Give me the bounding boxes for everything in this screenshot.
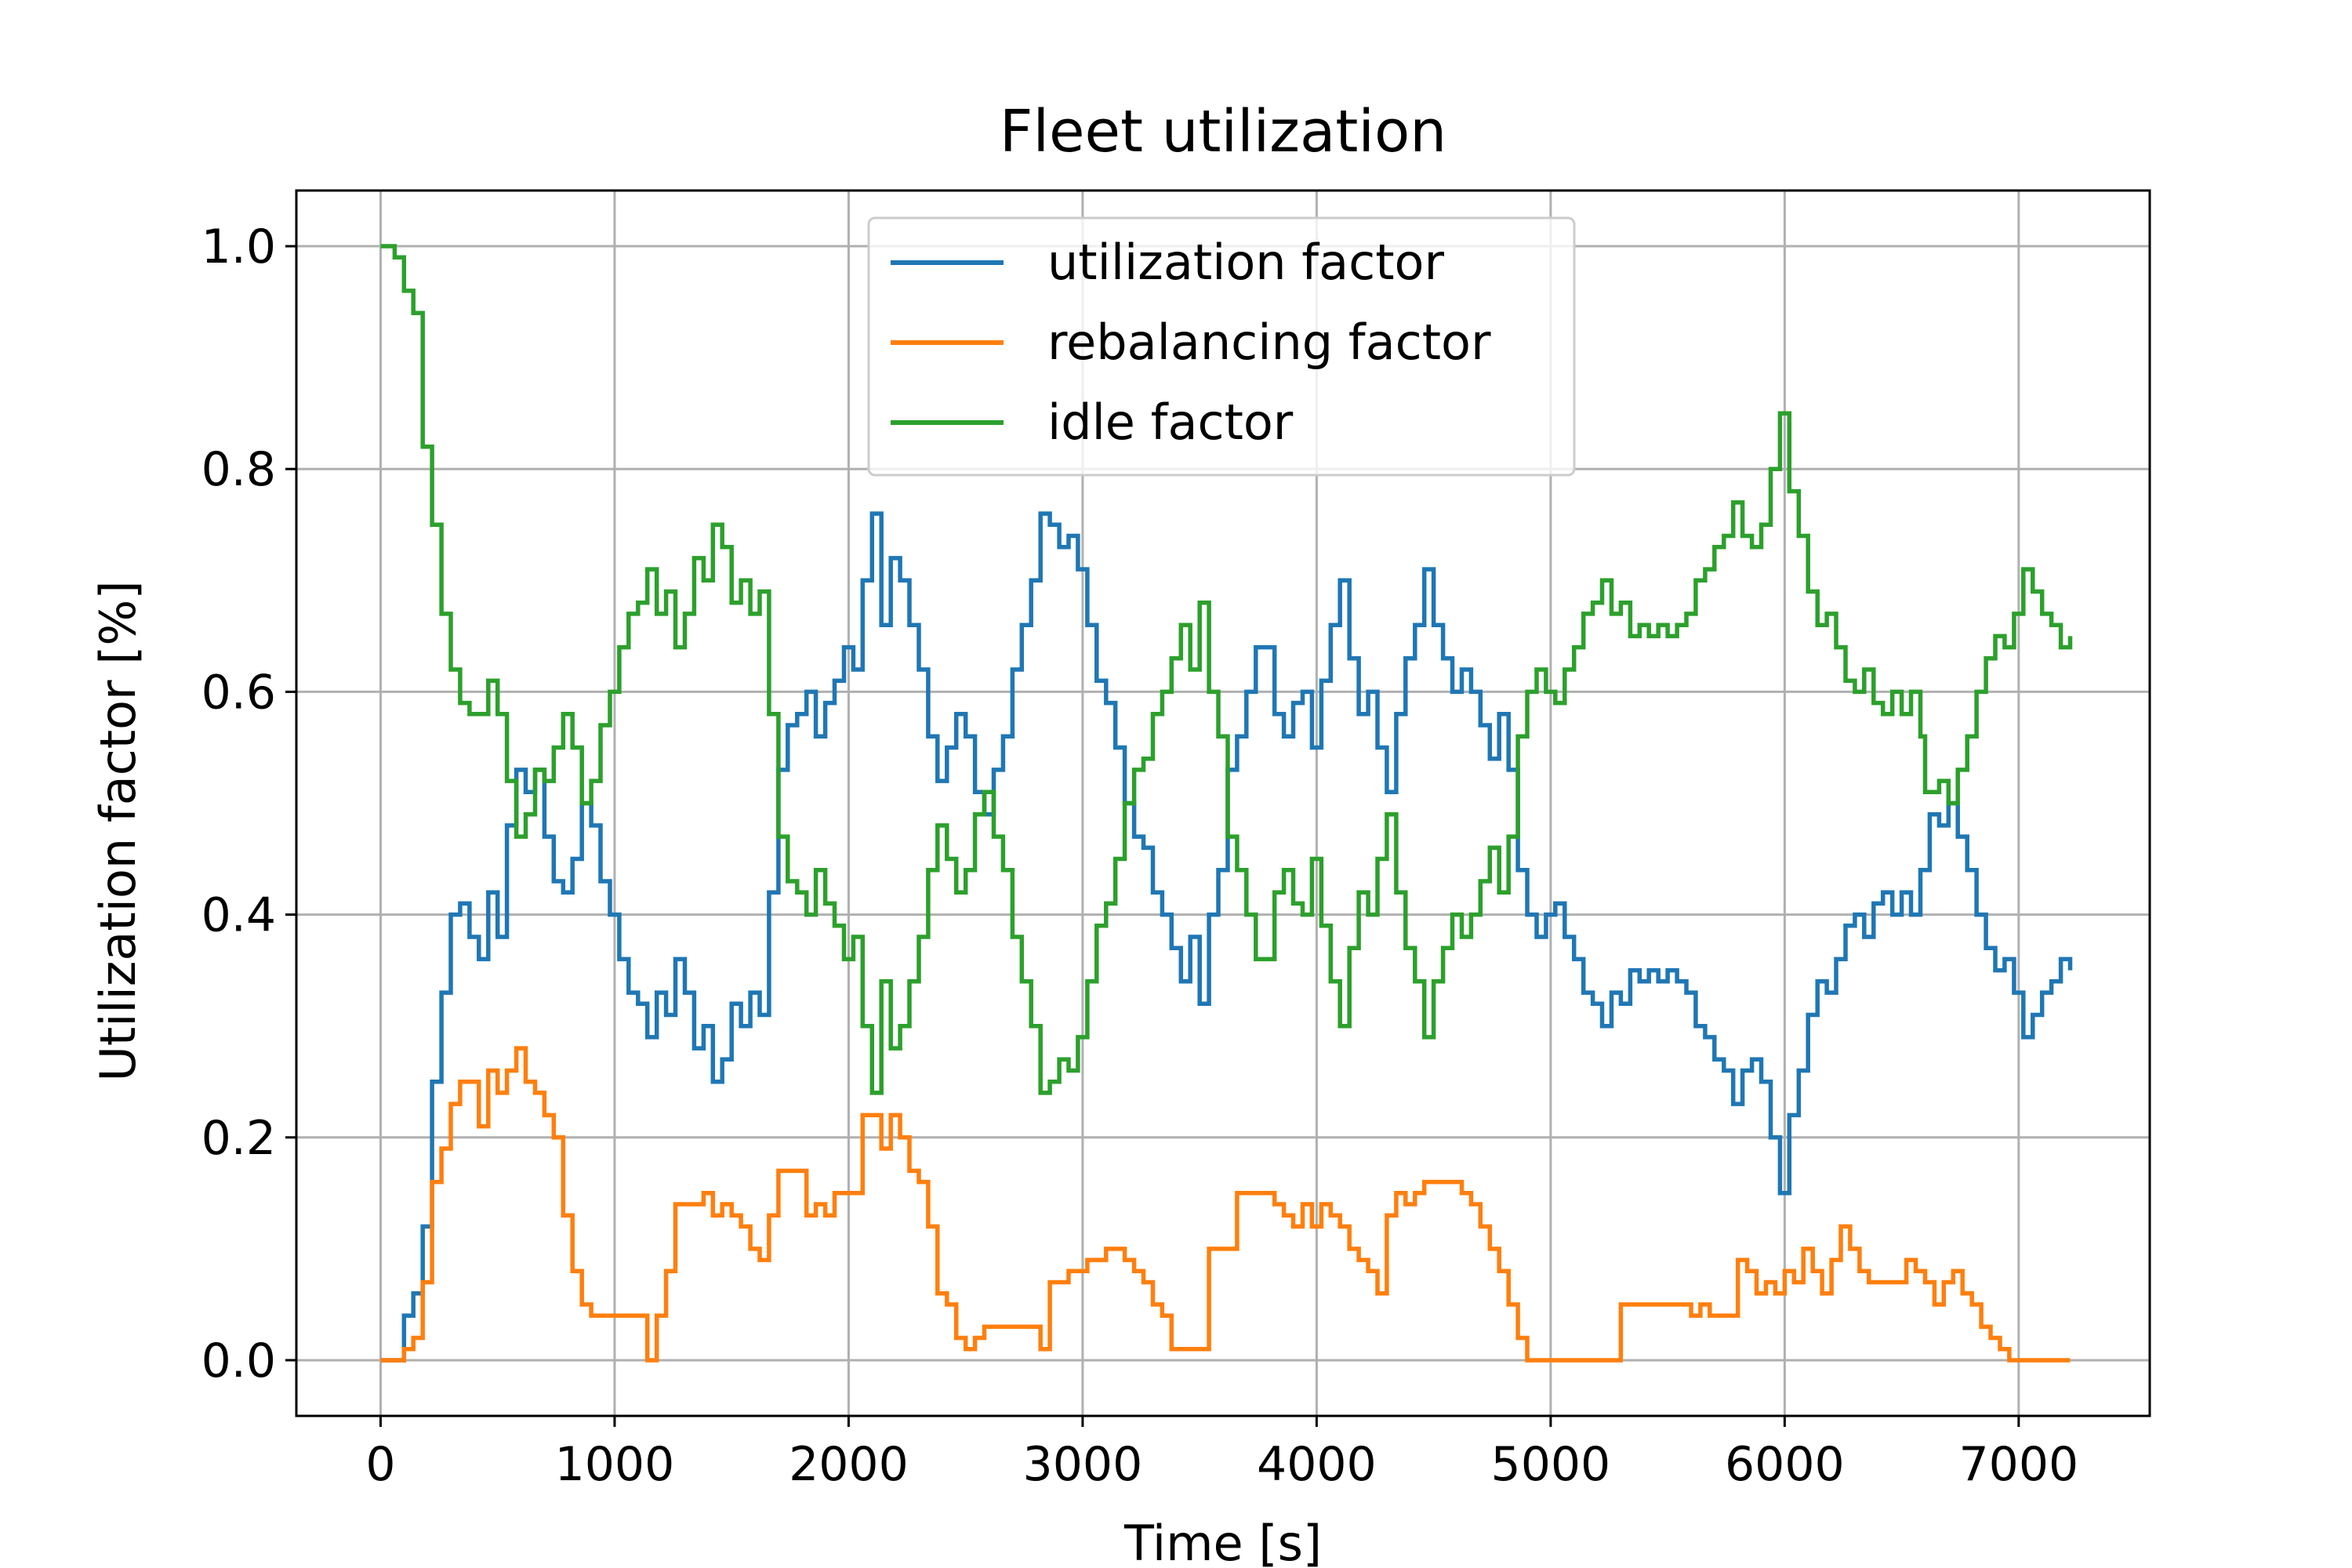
legend: utilization factor rebalancing factor id…: [867, 216, 1576, 477]
x-tick-label: 3000: [1023, 1437, 1143, 1492]
legend-box: [867, 216, 1576, 477]
x-axis-label: Time [s]: [1123, 1515, 1322, 1568]
legend-label-idle: idle factor: [1047, 394, 1294, 451]
plot-frame: [295, 189, 2151, 1417]
series-layer: [380, 244, 2073, 1363]
y-tick-label: 0.0: [201, 1334, 276, 1388]
y-tick-label: 0.6: [201, 665, 276, 720]
legend-label-rebalancing: rebalancing factor: [1047, 314, 1491, 371]
chart-title: Fleet utilization: [1000, 98, 1446, 165]
legend-label-utilization: utilization factor: [1047, 234, 1444, 291]
y-tick-label: 0.8: [201, 442, 276, 497]
x-tick-label: 2000: [789, 1437, 909, 1492]
series-line-rebalancing: [380, 1046, 2071, 1363]
y-tick-label: 1.0: [201, 220, 276, 274]
series-line-idle: [380, 244, 2073, 1095]
ticks: 0 1000 2000 3000 4000 5000 6000 7000 0.0 0.2 0.4 0.…: [201, 220, 2079, 1492]
x-tick-label: 4000: [1257, 1437, 1377, 1492]
x-tick-label: 7000: [1958, 1437, 2078, 1492]
x-tick-label: 6000: [1725, 1437, 1845, 1492]
x-tick-label: 1000: [555, 1437, 675, 1492]
y-tick-label: 0.2: [201, 1111, 276, 1166]
y-axis-label: Utilization factor [%]: [89, 580, 147, 1081]
y-tick-label: 0.4: [201, 888, 276, 943]
x-tick-label: 0: [365, 1437, 395, 1492]
x-tick-label: 5000: [1491, 1437, 1611, 1492]
